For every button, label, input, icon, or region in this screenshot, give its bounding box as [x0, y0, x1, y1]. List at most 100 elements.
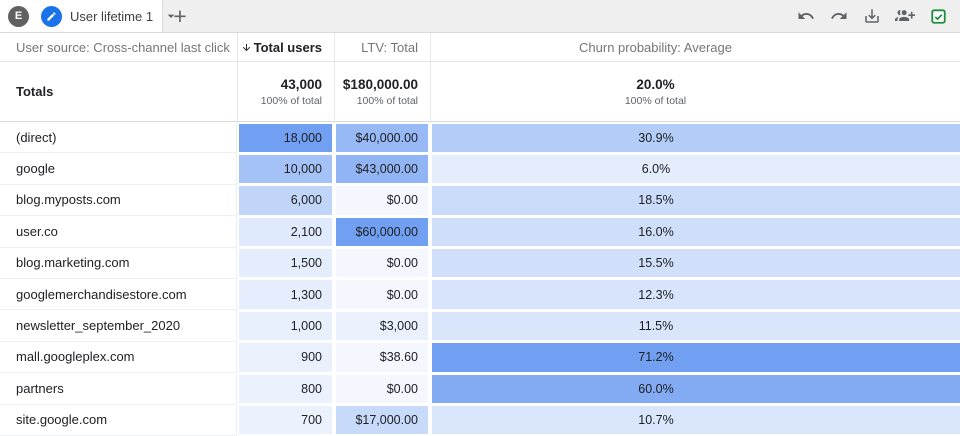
cell-users[interactable]: 2,100 — [237, 216, 334, 247]
cell-ltv[interactable]: $40,000.00 — [334, 122, 430, 153]
cell-users-value: 800 — [301, 381, 322, 396]
cell-ltv[interactable]: $17,000.00 — [334, 405, 430, 436]
heatmap-fill: 18,000 — [239, 123, 332, 152]
add-tab-button[interactable]: + — [163, 0, 197, 32]
header-total-users[interactable]: Total users — [237, 33, 334, 61]
header-ltv[interactable]: LTV: Total — [334, 33, 430, 61]
tab-user-lifetime[interactable]: User lifetime 1 — [29, 5, 179, 27]
row-label[interactable]: newsletter_september_2020 — [0, 310, 237, 342]
cell-churn-value: 30.9% — [638, 130, 674, 145]
heatmap-fill: $0.00 — [336, 374, 428, 404]
cell-ltv-value: $43,000.00 — [355, 162, 418, 177]
redo-icon — [831, 12, 847, 19]
cell-churn[interactable]: 71.2% — [430, 342, 960, 373]
heatmap-fill: 1,500 — [239, 249, 332, 278]
cell-users-value: 2,100 — [290, 224, 322, 239]
share-add-people-button[interactable] — [892, 3, 918, 29]
cell-ltv-value: $0.00 — [386, 287, 418, 302]
cell-users[interactable]: 900 — [237, 342, 334, 373]
download-button[interactable] — [859, 3, 885, 29]
cell-ltv-value: $0.00 — [386, 381, 418, 396]
totals-ltv-cell: $180,000.00 100% of total — [334, 62, 430, 121]
undo-button[interactable] — [793, 3, 819, 29]
cell-churn-value: 16.0% — [638, 224, 674, 239]
table-row: google 10,000 $43,000.00 6.0% — [0, 153, 960, 185]
cell-churn[interactable]: 60.0% — [430, 373, 960, 404]
heatmap-fill: $17,000.00 — [336, 406, 428, 435]
download-icon — [865, 9, 879, 23]
cell-users[interactable]: 1,000 — [237, 310, 334, 341]
sort-arrow-down-icon — [242, 43, 250, 51]
row-label[interactable]: (direct) — [0, 122, 237, 154]
cell-churn[interactable]: 10.7% — [430, 405, 960, 436]
row-label[interactable]: blog.myposts.com — [0, 184, 237, 217]
cell-users[interactable]: 6,000 — [237, 185, 334, 216]
heatmap-fill: 900 — [239, 343, 332, 372]
cell-churn[interactable]: 18.5% — [430, 185, 960, 216]
cell-churn[interactable]: 11.5% — [430, 310, 960, 341]
cell-ltv[interactable]: $0.00 — [334, 248, 430, 279]
cell-churn[interactable]: 12.3% — [430, 279, 960, 310]
cell-users-value: 10,000 — [283, 162, 322, 177]
heatmap-fill: 16.0% — [432, 217, 960, 247]
header-dimension[interactable]: User source: Cross-channel last click — [16, 39, 230, 55]
cell-users-value: 6,000 — [290, 193, 322, 208]
heatmap-fill: 800 — [239, 374, 332, 404]
cell-churn[interactable]: 15.5% — [430, 248, 960, 279]
share-add-people-icon — [895, 10, 915, 21]
cell-users[interactable]: 1,300 — [237, 279, 334, 310]
heatmap-fill: 6,000 — [239, 186, 332, 215]
cell-users-value: 18,000 — [283, 130, 322, 145]
table-row: googlemerchandisestore.com 1,300 $0.00 12.3… — [0, 278, 960, 311]
edit-pencil-icon[interactable] — [41, 5, 62, 27]
cell-ltv[interactable]: $0.00 — [334, 373, 430, 404]
row-label[interactable]: mall.googleplex.com — [0, 341, 237, 374]
heatmap-fill: 30.9% — [432, 123, 960, 152]
cell-users[interactable]: 1,500 — [237, 248, 334, 279]
cell-ltv[interactable]: $43,000.00 — [334, 153, 430, 184]
row-label[interactable]: user.co — [0, 216, 237, 248]
cell-churn-value: 18.5% — [638, 193, 674, 208]
heatmap-fill: $60,000.00 — [336, 217, 428, 247]
cell-churn-value: 71.2% — [638, 350, 674, 365]
cell-churn-value: 15.5% — [638, 256, 674, 271]
header-churn[interactable]: Churn probability: Average — [430, 33, 960, 61]
chevron-down-icon[interactable] — [163, 8, 179, 24]
cell-churn[interactable]: 30.9% — [430, 122, 960, 153]
heatmap-fill: 15.5% — [432, 249, 960, 278]
cell-ltv-value: $60,000.00 — [355, 224, 418, 239]
export-to-sheets-button[interactable] — [925, 3, 951, 29]
row-label[interactable]: googlemerchandisestore.com — [0, 278, 237, 311]
totals-churn-cell: 20.0% 100% of total — [430, 62, 960, 121]
cell-ltv[interactable]: $3,000 — [334, 310, 430, 341]
cell-ltv[interactable]: $38.60 — [334, 342, 430, 373]
cell-ltv[interactable]: $0.00 — [334, 185, 430, 216]
row-label[interactable]: partners — [0, 373, 237, 405]
row-label[interactable]: site.google.com — [0, 404, 237, 436]
cell-users[interactable]: 10,000 — [237, 153, 334, 184]
totals-label: Totals — [16, 84, 54, 99]
heatmap-fill: $38.60 — [336, 343, 428, 372]
cell-users[interactable]: 700 — [237, 405, 334, 436]
heatmap-fill: 18.5% — [432, 186, 960, 215]
cell-users[interactable]: 18,000 — [237, 122, 334, 153]
header-ltv-label: LTV: Total — [361, 39, 418, 55]
avatar: E — [8, 5, 29, 27]
toolbar: E User lifetime 1 + — [0, 0, 960, 33]
cell-churn-value: 10.7% — [638, 413, 674, 428]
heatmap-fill: 71.2% — [432, 343, 960, 372]
cell-ltv-value: $40,000.00 — [355, 130, 418, 145]
tab-strip: E User lifetime 1 — [0, 0, 175, 32]
totals-churn-sub: 100% of total — [624, 94, 687, 107]
cell-ltv[interactable]: $60,000.00 — [334, 216, 430, 247]
redo-button[interactable] — [826, 3, 852, 29]
cell-ltv[interactable]: $0.00 — [334, 279, 430, 310]
row-label[interactable]: google — [0, 153, 237, 185]
cell-users[interactable]: 800 — [237, 373, 334, 404]
cell-churn[interactable]: 16.0% — [430, 216, 960, 247]
row-label[interactable]: blog.marketing.com — [0, 247, 237, 279]
header-total-users-label: Total users — [253, 39, 322, 55]
table-row: blog.marketing.com 1,500 $0.00 15.5% — [0, 247, 960, 279]
cell-churn[interactable]: 6.0% — [430, 153, 960, 184]
